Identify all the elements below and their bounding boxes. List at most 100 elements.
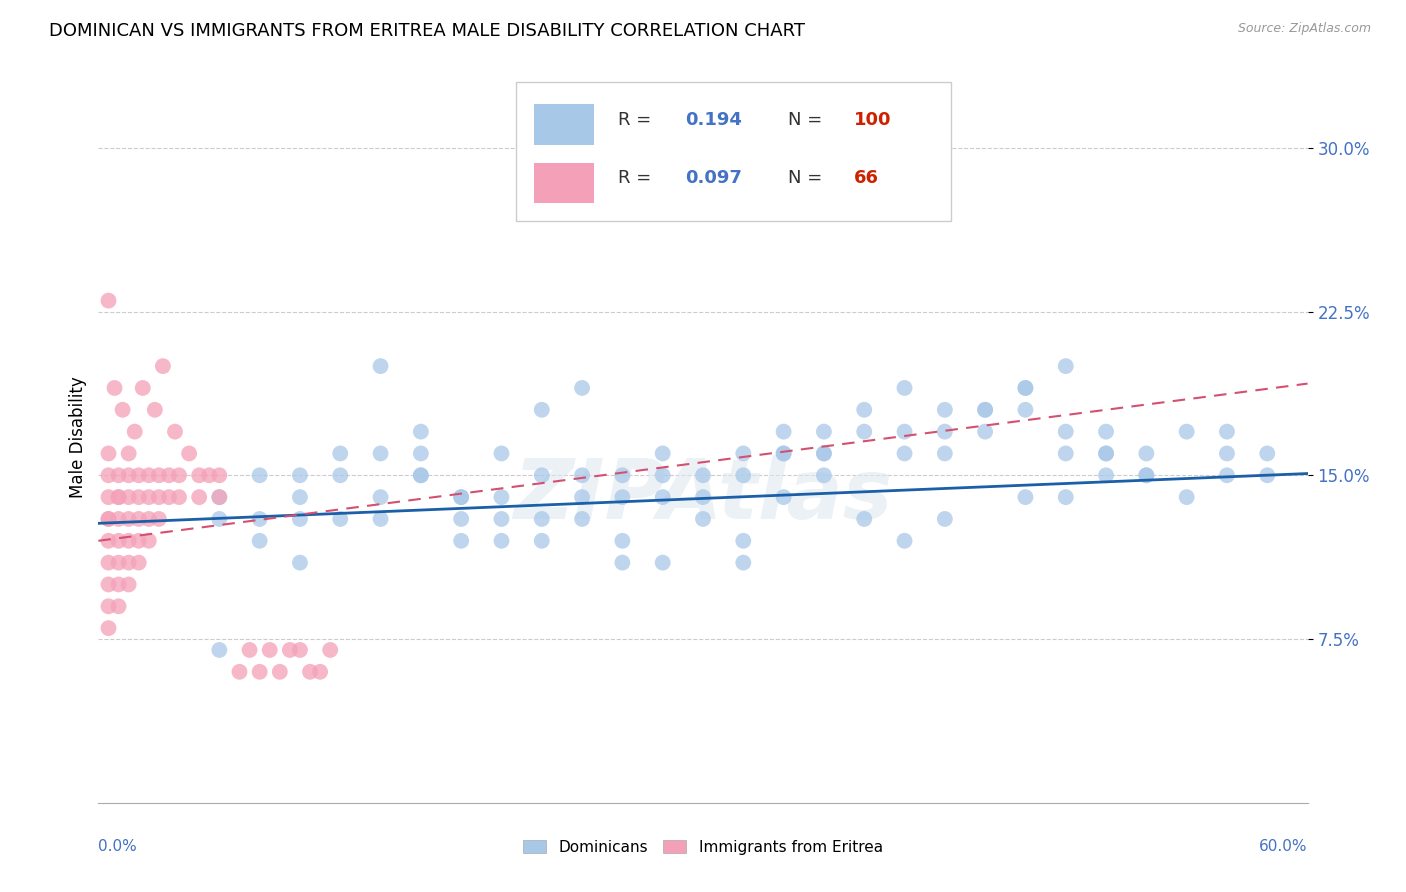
Point [370,359,392,373]
Point [491,533,513,548]
Point [1095,468,1118,483]
Point [198,468,221,483]
Text: R =: R = [619,111,658,128]
Point [772,425,794,439]
Point [148,512,170,526]
Point [409,468,432,483]
Point [249,533,271,548]
Point [853,512,876,526]
Text: DOMINICAN VS IMMIGRANTS FROM ERITREA MALE DISABILITY CORRELATION CHART: DOMINICAN VS IMMIGRANTS FROM ERITREA MAL… [49,22,806,40]
Point [450,533,472,548]
Point [152,359,174,373]
Point [530,468,553,483]
Point [208,643,231,657]
Point [249,468,271,483]
Point [491,446,513,460]
Point [893,533,915,548]
Point [893,425,915,439]
Point [1095,425,1118,439]
Point [118,512,141,526]
Point [288,490,311,504]
Point [97,293,120,308]
Point [934,425,956,439]
Point [934,512,956,526]
Point [97,446,120,460]
Point [148,468,170,483]
Point [138,533,160,548]
Point [118,556,141,570]
Point [409,446,432,460]
Point [128,512,150,526]
Point [148,490,170,504]
Point [571,512,593,526]
Point [157,468,180,483]
Point [733,533,755,548]
Point [107,533,129,548]
Point [974,402,997,417]
Point [167,468,190,483]
Point [329,468,352,483]
Point [1135,468,1157,483]
Point [1135,468,1157,483]
Point [239,643,262,657]
Point [612,556,634,570]
Point [1216,425,1239,439]
Text: N =: N = [787,169,828,187]
Point [813,446,835,460]
Point [530,533,553,548]
Point [259,643,281,657]
Text: ZIPAtlas: ZIPAtlas [513,455,893,536]
Point [299,665,322,679]
Point [278,643,301,657]
Point [853,141,876,155]
Point [1014,381,1036,395]
Text: 0.097: 0.097 [685,169,742,187]
Text: 66: 66 [855,169,879,187]
Point [103,381,125,395]
Point [249,512,271,526]
Text: 0.194: 0.194 [685,111,742,128]
Point [1014,381,1036,395]
Point [208,512,231,526]
Point [97,512,120,526]
Point [111,402,134,417]
Point [733,468,755,483]
Point [157,490,180,504]
Point [128,533,150,548]
Point [1256,468,1278,483]
Point [1135,446,1157,460]
Point [269,665,291,679]
Point [288,468,311,483]
Point [853,425,876,439]
Point [132,381,155,395]
Point [118,577,141,591]
FancyBboxPatch shape [516,82,950,221]
Point [692,512,714,526]
FancyBboxPatch shape [534,104,595,145]
Point [692,468,714,483]
Point [97,556,120,570]
Point [612,468,634,483]
Text: 60.0%: 60.0% [1260,839,1308,855]
Point [107,599,129,614]
Point [450,490,472,504]
Point [370,512,392,526]
Point [208,468,231,483]
Point [1014,402,1036,417]
Point [974,402,997,417]
Point [319,643,342,657]
Point [107,512,129,526]
Point [813,425,835,439]
Point [107,468,129,483]
Point [813,446,835,460]
Point [370,446,392,460]
Point [571,468,593,483]
Point [97,512,120,526]
Point [450,512,472,526]
Point [97,468,120,483]
Point [409,425,432,439]
Legend: Dominicans, Immigrants from Eritrea: Dominicans, Immigrants from Eritrea [517,834,889,861]
Point [124,425,146,439]
Point [97,577,120,591]
Point [118,468,141,483]
